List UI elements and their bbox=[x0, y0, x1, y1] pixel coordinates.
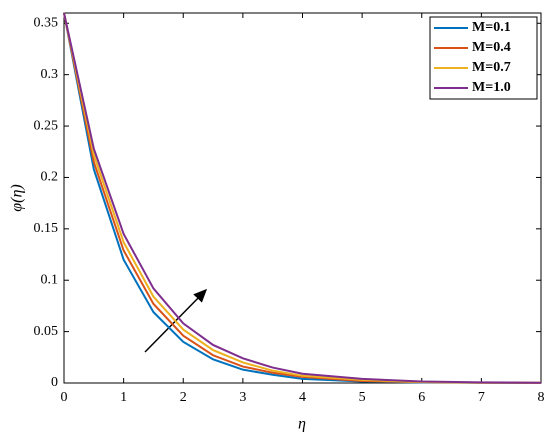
y-tick-label: 0.35 bbox=[34, 15, 59, 30]
y-tick-label: 0.1 bbox=[41, 272, 59, 287]
legend-label: M=0.4 bbox=[472, 40, 511, 55]
plot-frame bbox=[63, 12, 542, 384]
y-tick-label: 0.3 bbox=[41, 67, 59, 82]
y-axis-label: φ(η) bbox=[9, 184, 26, 211]
series-line bbox=[63, 12, 542, 384]
x-tick-label: 3 bbox=[239, 390, 246, 405]
y-tick-label: 0.15 bbox=[34, 221, 59, 236]
x-tick-label: 6 bbox=[418, 390, 425, 405]
y-tick-label: 0.25 bbox=[34, 118, 59, 133]
x-tick-label: 2 bbox=[180, 390, 187, 405]
y-tick-label: 0.2 bbox=[41, 170, 59, 185]
legend-box bbox=[429, 16, 538, 100]
legend-label: M=1.0 bbox=[472, 80, 511, 95]
x-tick-label: 5 bbox=[359, 390, 366, 405]
x-tick-label: 8 bbox=[538, 390, 545, 405]
x-tick-label: 0 bbox=[61, 390, 68, 405]
legend-label: M=0.1 bbox=[472, 20, 511, 35]
x-tick-label: 1 bbox=[120, 390, 127, 405]
y-tick-label: 0.05 bbox=[34, 324, 59, 339]
x-axis-label: η bbox=[298, 416, 306, 433]
x-tick-label: 7 bbox=[478, 390, 485, 405]
legend-label: M=0.7 bbox=[472, 60, 511, 75]
y-tick-label: 0 bbox=[51, 375, 58, 390]
x-tick-label: 4 bbox=[299, 390, 306, 405]
